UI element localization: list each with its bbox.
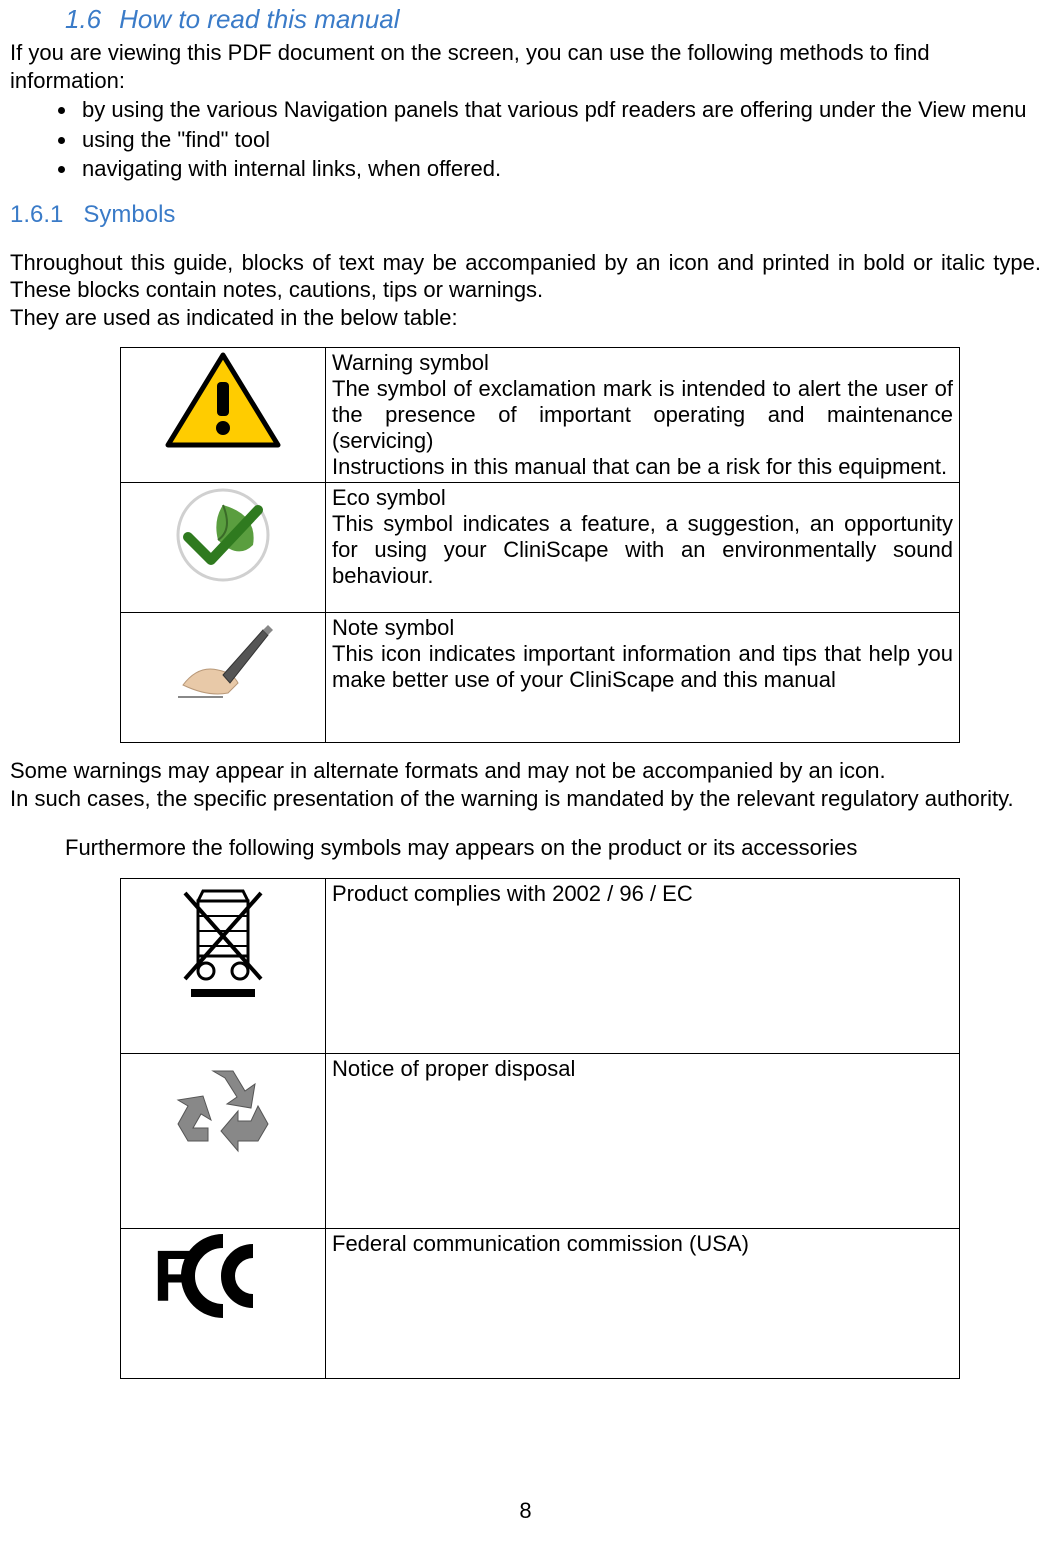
symbol-title: Note symbol — [332, 615, 953, 641]
symbols-intro-1: Throughout this guide, blocks of text ma… — [10, 249, 1041, 304]
table-row: Notice of proper disposal — [121, 1053, 960, 1228]
symbol-desc: The symbol of exclamation mark is intend… — [332, 376, 953, 480]
eco-icon — [163, 485, 283, 585]
table-row: Product complies with 2002 / 96 / EC — [121, 878, 960, 1053]
bullet-list: by using the various Navigation panels t… — [78, 96, 1041, 183]
subsection-number: 1.6.1 — [10, 201, 63, 228]
intro-text: If you are viewing this PDF document on … — [10, 39, 1041, 94]
warning-icon-cell — [121, 348, 326, 483]
page-number: 8 — [0, 1498, 1051, 1524]
symbols-table: Warning symbol The symbol of exclamation… — [120, 347, 960, 743]
weee-icon-cell — [121, 878, 326, 1053]
product-symbol-desc: Product complies with 2002 / 96 / EC — [332, 881, 953, 907]
weee-icon — [173, 881, 273, 1001]
bullet-item: by using the various Navigation panels t… — [78, 96, 1041, 124]
product-symbol-desc: Federal communication commission (USA) — [332, 1231, 953, 1257]
section-number: 1.6 — [65, 4, 101, 34]
symbols-intro-2: They are used as indicated in the below … — [10, 304, 1041, 332]
warning-desc-cell: Warning symbol The symbol of exclamation… — [326, 348, 960, 483]
subsection-heading: 1.6.1 Symbols — [10, 201, 1041, 229]
note-icon — [168, 615, 278, 705]
section-title: How to read this manual — [119, 4, 399, 34]
symbol-desc: This icon indicates important informatio… — [332, 641, 953, 693]
furthermore-text: Furthermore the following symbols may ap… — [65, 834, 1041, 862]
after-table-1: Some warnings may appear in alternate fo… — [10, 757, 1041, 785]
section-heading: 1.6 How to read this manual — [65, 4, 1041, 35]
recycle-desc-cell: Notice of proper disposal — [326, 1053, 960, 1228]
symbol-desc: This symbol indicates a feature, a sugge… — [332, 511, 953, 589]
fcc-desc-cell: Federal communication commission (USA) — [326, 1228, 960, 1378]
after-table-2: In such cases, the specific presentation… — [10, 785, 1041, 813]
subsection-title: Symbols — [83, 201, 175, 228]
product-symbol-desc: Notice of proper disposal — [332, 1056, 953, 1082]
symbol-title: Warning symbol — [332, 350, 953, 376]
symbol-title: Eco symbol — [332, 485, 953, 511]
fcc-icon-cell: F — [121, 1228, 326, 1378]
table-row: Warning symbol The symbol of exclamation… — [121, 348, 960, 483]
table-row: Eco symbol This symbol indicates a featu… — [121, 483, 960, 613]
bullet-item: using the "find" tool — [78, 126, 1041, 154]
recycle-icon-cell — [121, 1053, 326, 1228]
fcc-icon: F — [153, 1231, 293, 1321]
note-desc-cell: Note symbol This icon indicates importan… — [326, 613, 960, 743]
warning-icon — [163, 350, 283, 450]
product-symbols-table: Product complies with 2002 / 96 / EC Not… — [120, 878, 960, 1379]
bullet-item: navigating with internal links, when off… — [78, 155, 1041, 183]
eco-icon-cell — [121, 483, 326, 613]
table-row: F Federal communication commission (USA) — [121, 1228, 960, 1378]
table-row: Note symbol This icon indicates importan… — [121, 613, 960, 743]
note-icon-cell — [121, 613, 326, 743]
weee-desc-cell: Product complies with 2002 / 96 / EC — [326, 878, 960, 1053]
recycle-icon — [163, 1056, 283, 1166]
eco-desc-cell: Eco symbol This symbol indicates a featu… — [326, 483, 960, 613]
